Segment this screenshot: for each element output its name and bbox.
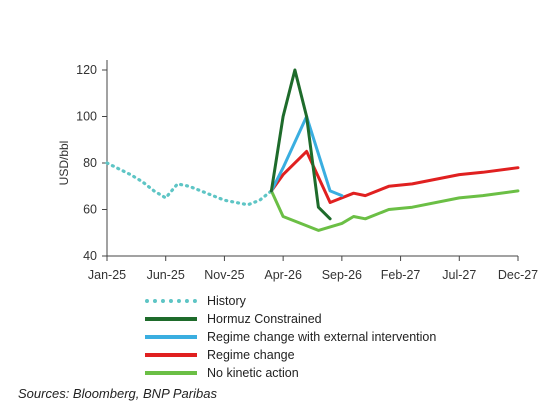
legend-swatch [145, 317, 197, 321]
legend-item: Hormuz Constrained [145, 310, 436, 328]
x-tick-label: Feb-27 [381, 268, 421, 282]
series-line-no-kinetic-action [269, 189, 520, 232]
x-tick-label: Jul-27 [442, 268, 476, 282]
source-note: Sources: Bloomberg, BNP Paribas [18, 386, 217, 401]
legend-label: Regime change with external intervention [207, 330, 437, 344]
chart-marks [105, 68, 520, 232]
series-line-hormuz-constrained [269, 68, 332, 221]
series-line-history [105, 161, 273, 207]
legend-swatch [145, 353, 197, 357]
x-tick-label: Nov-25 [204, 268, 244, 282]
legend-item: History [145, 292, 436, 310]
chart-axes: 40 60 80 100 120 Jan-25 Jun-25 Nov-25 Apr-26 Sep-… [57, 60, 538, 282]
legend-swatch [145, 299, 197, 303]
chart-legend: History Hormuz Constrained Regime change w… [145, 292, 436, 382]
legend-item: No kinetic action [145, 364, 436, 382]
legend-label: Regime change [207, 348, 295, 362]
legend-item: Regime change [145, 346, 436, 364]
x-tick-label: Sep-26 [322, 268, 362, 282]
x-tick-label: Apr-26 [264, 268, 302, 282]
legend-swatch [145, 335, 197, 339]
legend-label: Hormuz Constrained [207, 312, 322, 326]
legend-label: No kinetic action [207, 366, 299, 380]
y-axis-label: USD/bbl [57, 141, 71, 186]
legend-swatch [145, 371, 197, 375]
y-tick-label: 40 [83, 249, 97, 263]
x-tick-label: Jun-25 [147, 268, 185, 282]
y-tick-label: 100 [76, 110, 97, 124]
y-tick-label: 80 [83, 156, 97, 170]
legend-label: History [207, 294, 246, 308]
x-tick-label: Dec-27 [498, 268, 538, 282]
y-tick-label: 120 [76, 63, 97, 77]
series-line-regime-change [269, 149, 520, 204]
y-tick-label: 60 [83, 203, 97, 217]
x-tick-label: Jan-25 [88, 268, 126, 282]
legend-item: Regime change with external intervention [145, 328, 436, 346]
chart: 40 60 80 100 120 Jan-25 Jun-25 Nov-25 Apr-26 Sep-… [57, 60, 538, 282]
